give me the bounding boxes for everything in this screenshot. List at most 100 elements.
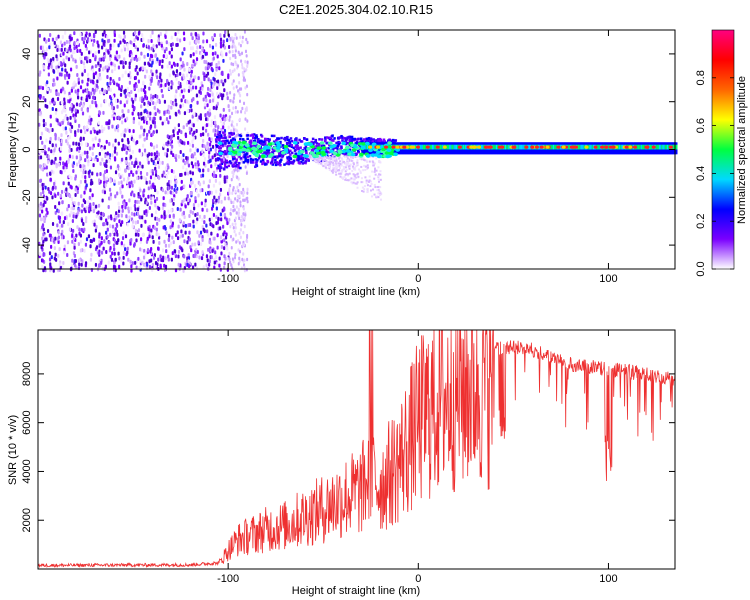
noise-cell	[96, 130, 99, 135]
signal-cell	[219, 134, 223, 138]
noise-cell	[177, 30, 180, 35]
noise-cell	[132, 138, 135, 143]
noise-cell	[94, 136, 97, 141]
noise-cell	[159, 254, 162, 259]
noise-cell	[114, 56, 117, 61]
noise-cell	[188, 237, 191, 242]
signal-cell	[227, 151, 233, 156]
signal-cell	[259, 142, 263, 145]
noise-cell	[232, 53, 235, 58]
noise-cell	[239, 200, 242, 204]
noise-cell	[153, 105, 156, 110]
noise-cell	[159, 72, 162, 77]
noise-cell	[231, 49, 234, 54]
noise-cell	[80, 96, 83, 101]
noise-cell	[170, 47, 174, 52]
noise-cell	[57, 191, 60, 196]
noise-cell	[125, 156, 128, 161]
signal-cell	[334, 169, 337, 172]
noise-cell	[133, 163, 136, 168]
noise-cell	[208, 240, 211, 245]
signal-cell	[352, 155, 355, 158]
signal-cell	[332, 161, 335, 164]
noise-cell	[221, 70, 224, 75]
signal-cell	[379, 198, 382, 201]
noise-cell	[74, 89, 77, 94]
noise-cell	[154, 199, 157, 204]
noise-cell	[141, 260, 144, 265]
noise-cell	[105, 48, 108, 53]
noise-cell	[154, 203, 157, 208]
noise-cell	[179, 66, 182, 71]
noise-cell	[174, 94, 177, 99]
noise-cell	[152, 255, 156, 260]
noise-cell	[209, 87, 212, 92]
noise-cell	[119, 60, 122, 65]
noise-cell	[201, 48, 204, 53]
noise-cell	[169, 198, 172, 203]
noise-cell	[231, 120, 234, 124]
signal-cell	[362, 169, 365, 172]
noise-cell	[49, 100, 52, 105]
noise-cell	[205, 263, 208, 268]
noise-cell	[212, 56, 215, 61]
noise-cell	[183, 111, 187, 116]
noise-cell	[161, 121, 164, 126]
noise-cell	[198, 182, 202, 187]
noise-cell	[230, 246, 233, 250]
noise-cell	[207, 168, 210, 173]
noise-cell	[195, 93, 199, 98]
noise-cell	[176, 230, 179, 235]
noise-cell	[69, 129, 73, 134]
noise-cell	[150, 69, 153, 74]
noise-cell	[178, 142, 181, 147]
noise-cell	[147, 38, 150, 43]
noise-cell	[53, 160, 56, 165]
noise-cell	[123, 89, 126, 94]
signal-cell	[337, 150, 343, 155]
noise-cell	[161, 248, 165, 253]
signal-cell	[375, 139, 378, 142]
noise-cell	[134, 199, 137, 204]
noise-cell	[191, 180, 194, 185]
signal-cell	[376, 186, 379, 189]
noise-cell	[54, 193, 57, 198]
noise-cell	[76, 225, 79, 230]
noise-cell	[81, 259, 84, 264]
signal-cell	[365, 154, 371, 158]
noise-cell	[186, 240, 189, 245]
signal-cell	[246, 137, 249, 141]
noise-cell	[80, 194, 83, 199]
noise-cell	[171, 144, 174, 149]
signal-cell	[301, 158, 305, 162]
noise-cell	[145, 212, 148, 217]
signal-cell	[225, 161, 229, 164]
noise-cell	[180, 172, 183, 177]
signal-cell	[225, 165, 229, 169]
noise-cell	[155, 150, 159, 155]
noise-cell	[71, 233, 74, 238]
signal-cell	[222, 131, 225, 134]
noise-cell	[83, 167, 86, 172]
noise-cell	[177, 109, 180, 114]
signal-peak	[604, 145, 609, 149]
noise-cell	[100, 211, 103, 216]
noise-cell	[159, 263, 162, 268]
signal-peak	[608, 145, 613, 149]
noise-cell	[195, 57, 199, 62]
signal-cell	[361, 189, 364, 192]
noise-cell	[92, 53, 95, 58]
noise-cell	[120, 87, 123, 92]
noise-cell	[68, 44, 72, 49]
noise-cell	[190, 98, 194, 103]
noise-cell	[237, 73, 240, 77]
noise-cell	[41, 140, 44, 145]
noise-cell	[42, 118, 45, 123]
signal-cell	[290, 139, 294, 143]
signal-cell	[354, 176, 357, 179]
noise-cell	[71, 258, 74, 263]
noise-cell	[86, 108, 89, 113]
signal-cell	[370, 182, 373, 185]
noise-cell	[202, 168, 205, 173]
noise-cell	[124, 128, 127, 133]
